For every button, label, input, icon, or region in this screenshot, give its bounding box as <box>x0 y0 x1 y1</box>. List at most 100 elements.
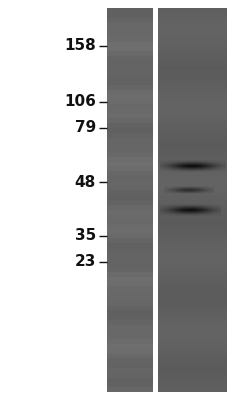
Bar <box>190 166 191 167</box>
Bar <box>200 171 201 172</box>
Bar <box>204 206 205 207</box>
Bar <box>107 358 152 363</box>
Bar <box>221 171 222 172</box>
Bar <box>203 170 204 171</box>
Bar <box>163 163 164 164</box>
Bar <box>211 206 212 207</box>
Bar <box>217 212 218 213</box>
Bar <box>160 164 161 165</box>
Bar <box>107 133 152 138</box>
Bar <box>174 207 175 208</box>
Bar <box>180 161 181 162</box>
Bar <box>213 211 214 212</box>
Bar <box>219 160 220 161</box>
Bar <box>216 207 217 208</box>
Bar <box>206 204 207 205</box>
Bar <box>163 162 164 163</box>
Bar <box>171 213 172 214</box>
Bar <box>205 166 206 167</box>
Bar <box>158 186 227 190</box>
Bar <box>195 211 196 212</box>
Bar <box>158 80 227 85</box>
Bar <box>179 165 180 166</box>
Bar <box>191 166 192 167</box>
Bar <box>167 163 168 164</box>
Bar <box>173 162 174 163</box>
Bar <box>164 171 165 172</box>
Bar <box>195 168 196 169</box>
Bar <box>166 213 167 214</box>
Bar <box>217 166 218 167</box>
Bar <box>166 171 167 172</box>
Bar <box>215 163 216 164</box>
Bar <box>178 213 179 214</box>
Bar <box>210 165 211 166</box>
Bar <box>172 167 173 168</box>
Bar <box>217 160 218 161</box>
Bar <box>159 212 160 213</box>
Bar <box>176 167 177 168</box>
Bar <box>166 163 167 164</box>
Bar <box>182 161 183 162</box>
Bar <box>158 13 227 18</box>
Bar <box>160 166 161 167</box>
Bar <box>191 165 192 166</box>
Bar <box>170 207 171 208</box>
Bar <box>176 215 177 216</box>
Bar <box>158 99 227 104</box>
Bar <box>171 160 172 161</box>
Bar <box>158 354 227 358</box>
Bar <box>188 210 189 211</box>
Bar <box>182 214 183 215</box>
Bar <box>163 171 164 172</box>
Bar <box>180 206 181 207</box>
Bar <box>183 206 184 207</box>
Bar <box>219 164 220 165</box>
Bar <box>161 204 162 205</box>
Bar <box>191 171 192 172</box>
Bar <box>183 167 184 168</box>
Bar <box>160 165 161 166</box>
Bar <box>218 208 219 209</box>
Bar <box>107 229 152 234</box>
Bar <box>207 169 208 170</box>
Bar <box>164 168 165 169</box>
Bar <box>107 80 152 85</box>
Bar <box>162 161 163 162</box>
Bar <box>188 204 189 205</box>
Bar <box>162 208 163 209</box>
Bar <box>159 205 160 206</box>
Bar <box>188 207 189 208</box>
Bar <box>201 209 202 210</box>
Bar <box>209 205 210 206</box>
Bar <box>221 169 222 170</box>
Bar <box>207 164 208 165</box>
Bar <box>208 215 209 216</box>
Bar <box>221 163 222 164</box>
Bar <box>190 204 191 205</box>
Bar <box>178 168 179 169</box>
Bar <box>185 208 186 209</box>
Bar <box>158 291 227 296</box>
Bar <box>158 315 227 320</box>
Bar <box>174 164 175 165</box>
Bar <box>170 215 171 216</box>
Bar <box>160 161 161 162</box>
Bar <box>190 171 191 172</box>
Bar <box>175 170 176 171</box>
Bar <box>169 165 170 166</box>
Bar <box>219 210 220 211</box>
Bar <box>212 211 213 212</box>
Bar <box>198 167 199 168</box>
Bar <box>171 170 172 171</box>
Bar <box>205 215 206 216</box>
Bar <box>202 212 203 213</box>
Bar <box>205 206 206 207</box>
Bar <box>193 161 194 162</box>
Bar <box>182 162 183 163</box>
Bar <box>183 162 184 163</box>
Bar <box>213 169 214 170</box>
Bar <box>180 214 181 215</box>
Bar <box>201 168 202 169</box>
Bar <box>185 211 186 212</box>
